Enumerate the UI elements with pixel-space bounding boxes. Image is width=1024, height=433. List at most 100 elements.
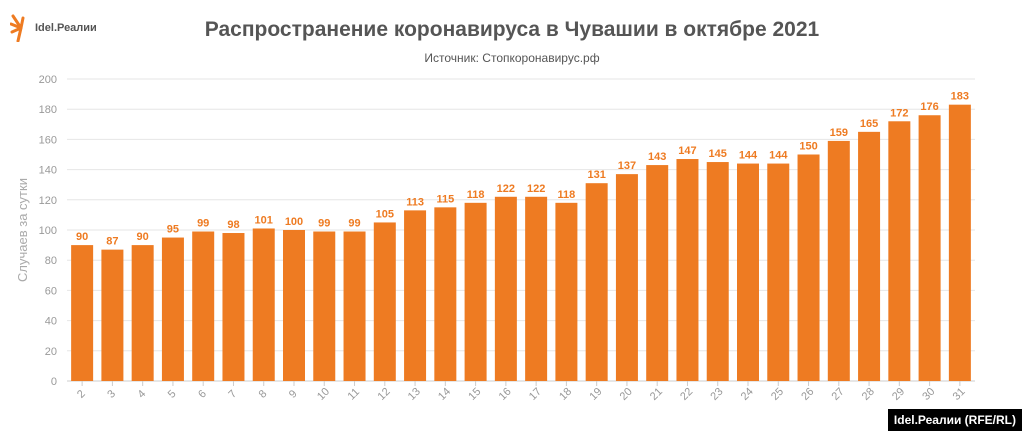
bar <box>585 183 608 381</box>
y-tick-label: 180 <box>39 104 57 116</box>
data-label: 118 <box>558 189 576 201</box>
data-label: 99 <box>348 218 360 230</box>
data-label: 145 <box>709 148 727 160</box>
data-label: 90 <box>76 231 88 243</box>
data-label: 150 <box>799 141 817 153</box>
bar <box>283 230 305 381</box>
bar <box>676 159 699 381</box>
logo-text: Idel.Реалии <box>35 22 97 34</box>
y-tick-label: 100 <box>39 225 57 237</box>
bar <box>827 140 850 381</box>
x-tick-label: 9 <box>287 388 300 401</box>
bar <box>343 231 366 381</box>
bar <box>797 154 820 381</box>
y-tick-label: 80 <box>45 255 57 267</box>
x-tick-label: 25 <box>769 386 786 403</box>
bar <box>131 245 154 381</box>
data-label: 99 <box>318 218 330 230</box>
x-tick-label: 14 <box>436 386 453 403</box>
y-tick-label: 0 <box>51 376 57 388</box>
x-tick-label: 26 <box>799 386 816 403</box>
data-label: 137 <box>618 160 636 172</box>
data-label: 165 <box>860 118 878 130</box>
data-label: 113 <box>406 196 424 208</box>
bar <box>161 237 184 381</box>
x-tick-label: 21 <box>648 386 665 403</box>
bar <box>646 165 669 381</box>
x-tick-label: 16 <box>497 386 514 403</box>
x-tick-label: 23 <box>708 386 725 403</box>
x-tick-label: 27 <box>830 386 847 403</box>
x-tick-label: 18 <box>557 386 574 403</box>
y-tick-label: 60 <box>45 285 57 297</box>
bar <box>525 196 548 381</box>
data-label: 98 <box>227 219 239 231</box>
x-tick-label: 6 <box>196 388 209 401</box>
x-tick-label: 11 <box>346 386 363 403</box>
data-label: 101 <box>255 214 273 226</box>
data-label: 143 <box>648 151 666 163</box>
bar <box>192 231 215 381</box>
x-tick-label: 13 <box>406 386 423 403</box>
data-label: 87 <box>106 236 118 248</box>
data-label: 147 <box>678 145 696 157</box>
y-tick-label: 140 <box>39 165 57 177</box>
chart-subtitle: Источник: Стопкоронавирус.рф <box>424 51 600 65</box>
x-tick-label: 24 <box>739 386 756 403</box>
bar <box>706 162 729 381</box>
bar <box>494 196 517 381</box>
bar <box>71 245 94 381</box>
x-tick-label: 8 <box>257 388 270 401</box>
bar <box>434 207 457 381</box>
y-tick-label: 40 <box>45 316 57 328</box>
data-label: 122 <box>497 183 515 195</box>
data-label: 95 <box>167 224 179 236</box>
logo: Idel.Реалии <box>10 14 97 42</box>
data-label: 105 <box>376 208 394 220</box>
bar <box>918 115 941 382</box>
data-label: 183 <box>951 91 969 103</box>
y-tick-label: 200 <box>39 74 57 86</box>
x-tick-label: 22 <box>678 386 695 403</box>
y-tick-label: 160 <box>39 134 57 146</box>
bar <box>252 228 275 381</box>
x-tick-label: 28 <box>860 386 877 403</box>
x-tick-label: 4 <box>136 388 149 401</box>
chart-title: Распространение коронавируса в Чувашии в… <box>204 18 820 41</box>
x-tick-label: 10 <box>315 386 332 403</box>
data-label: 100 <box>285 216 303 228</box>
x-tick-label: 17 <box>527 386 544 403</box>
data-label: 144 <box>739 150 758 162</box>
data-label: 172 <box>890 107 908 119</box>
x-tick-label: 15 <box>466 386 483 403</box>
x-tick-label: 5 <box>166 388 179 401</box>
y-tick-label: 120 <box>39 195 57 207</box>
bar <box>101 249 124 381</box>
bar <box>373 222 396 381</box>
data-label: 131 <box>587 169 605 181</box>
bar <box>767 163 790 381</box>
bar <box>404 210 427 381</box>
y-axis-label: Случаев за сутки <box>15 178 30 282</box>
data-label: 99 <box>197 218 209 230</box>
bar <box>615 174 638 381</box>
x-tick-label: 3 <box>105 388 118 401</box>
x-tick-label: 12 <box>376 386 393 403</box>
x-tick-label: 7 <box>226 388 239 401</box>
x-tick-label: 30 <box>920 386 937 403</box>
x-tick-label: 20 <box>618 386 635 403</box>
x-tick-label: 31 <box>951 386 968 403</box>
bar <box>464 202 487 381</box>
bar <box>313 231 336 381</box>
data-label: 115 <box>436 193 454 205</box>
bar <box>948 104 971 382</box>
data-label: 159 <box>830 127 848 139</box>
credit-badge: Idel.Реалии (RFE/RL) <box>887 409 1022 431</box>
data-label: 118 <box>467 189 485 201</box>
data-label: 122 <box>527 183 545 195</box>
bar <box>555 202 578 381</box>
x-tick-label: 19 <box>587 386 604 403</box>
bar <box>222 233 245 381</box>
bar <box>737 163 759 381</box>
